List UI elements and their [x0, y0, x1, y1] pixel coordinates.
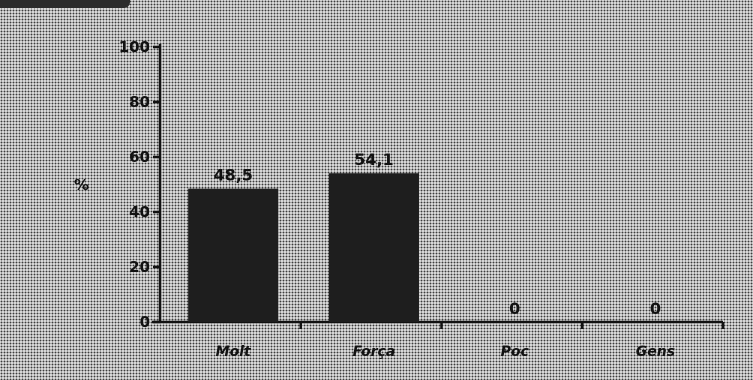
- y-tick-label: 40: [129, 203, 150, 221]
- x-axis: Molt Força Poc Gens: [152, 320, 725, 360]
- x-tick-label: Gens: [636, 344, 675, 360]
- y-tick-label: 60: [129, 148, 150, 166]
- y-tick-label: 80: [129, 93, 150, 111]
- data-label: 0: [650, 299, 661, 318]
- y-axis: 0 20 40 60 80 100: [119, 38, 162, 331]
- data-label: 54,1: [354, 150, 393, 169]
- data-label: 48,5: [213, 166, 252, 185]
- y-tick-label: 100: [119, 38, 150, 56]
- x-tick-label: Poc: [501, 344, 530, 360]
- y-tick-label: 20: [129, 258, 150, 276]
- y-tick-label: 0: [140, 313, 150, 331]
- y-axis-label: %: [74, 176, 89, 194]
- x-tick-label: Força: [353, 344, 396, 360]
- title-fragment: [0, 0, 130, 8]
- data-label: 0: [509, 299, 520, 318]
- bar: [328, 173, 419, 322]
- x-tick-label: Molt: [216, 344, 252, 360]
- bar: [188, 188, 279, 322]
- bars: [188, 173, 419, 322]
- data-labels: 48,5 54,1 0 0: [213, 150, 661, 318]
